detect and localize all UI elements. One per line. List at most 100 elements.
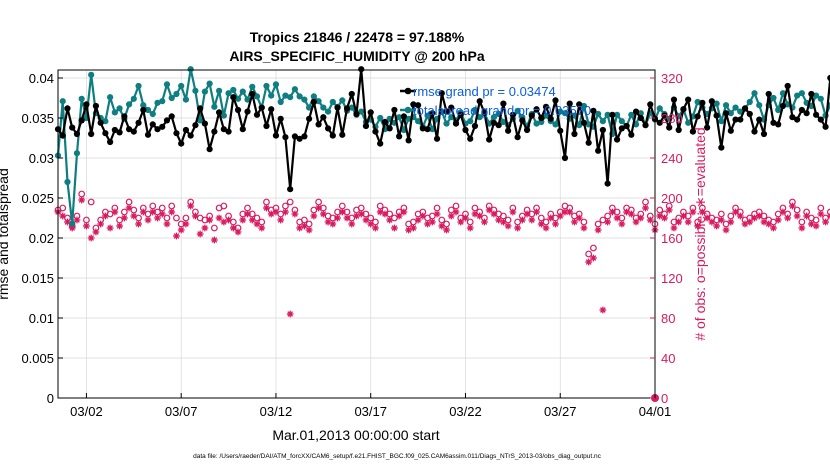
obs-evaluated-point [319, 210, 327, 218]
chart-title: Tropics 21846 / 22478 = 97.188% [250, 29, 465, 45]
rmse-point [661, 112, 668, 119]
totalspread-point [618, 118, 625, 125]
obs-possible-point [163, 214, 171, 222]
y2-axis-label: # of obs: o=possible; ∗=evaluated [692, 127, 708, 340]
obs-evaluated-point [523, 210, 531, 218]
obs-evaluated-point [367, 220, 375, 228]
rmse-point [381, 118, 389, 126]
x-tick-label: 03/22 [449, 404, 482, 419]
rmse-point [775, 121, 782, 128]
obs-possible-point [826, 208, 830, 216]
rmse-point [685, 96, 692, 103]
obs-evaluated-point [97, 220, 105, 228]
obs-evaluated-point [727, 218, 735, 226]
rmse-point [803, 110, 810, 117]
rmse-point [320, 114, 327, 121]
obs-evaluated-point [310, 212, 318, 220]
obs-evaluated-point [717, 216, 725, 224]
totalspread-point [253, 93, 261, 100]
obs-evaluated-point [466, 224, 474, 232]
obs-evaluated-point [789, 202, 796, 210]
obs-evaluated-point [755, 212, 763, 220]
rmse-point [339, 131, 346, 138]
rmse-point [822, 123, 829, 130]
rmse-point [746, 110, 753, 118]
obs-evaluated-point [708, 218, 716, 226]
rmse-point [107, 138, 114, 146]
obs-evaluated-point [395, 212, 403, 220]
obs-evaluated-point [130, 212, 138, 220]
totalspread-point [239, 88, 246, 95]
obs-evaluated-point [452, 208, 460, 216]
rmse-point [471, 122, 479, 130]
obs-evaluated-point [542, 224, 550, 232]
rmse-point [718, 144, 725, 151]
rmse-point [628, 131, 635, 138]
obs-evaluated-point [575, 214, 583, 222]
obs-evaluated-point [348, 220, 356, 228]
obs-evaluated-point [722, 226, 730, 234]
obs-evaluated-point [263, 204, 270, 212]
totalspread-point [339, 97, 346, 104]
obs-evaluated-point [428, 218, 436, 226]
legend: rmse grand pr = 0.03474 totalspread gran… [400, 84, 591, 118]
obs-evaluated-point [158, 210, 166, 218]
rmse-point [505, 127, 512, 134]
obs-evaluated-point [481, 218, 488, 226]
rmse-point [92, 102, 100, 110]
obs-evaluated-point [571, 218, 578, 226]
rmse-point [306, 115, 313, 122]
obs-evaluated-point [391, 224, 398, 232]
obs-evaluated-point [566, 208, 574, 216]
totalspread-point [168, 94, 175, 102]
totalspread-point [348, 104, 355, 111]
rmse-point [741, 105, 749, 112]
totalspread-point [377, 114, 384, 122]
obs-evaluated-point [594, 226, 602, 234]
rmse-point [296, 135, 303, 142]
rmse-point [552, 97, 559, 104]
obs-possible-point [471, 204, 479, 212]
obs-evaluated-point [381, 210, 389, 218]
totalspread-point [201, 88, 208, 95]
obs-evaluated-point [272, 208, 280, 216]
totalspread-point [751, 90, 758, 97]
rmse-point [88, 130, 95, 138]
rmse-point [400, 113, 407, 120]
rmse-point [751, 128, 758, 135]
obs-evaluated-point [812, 222, 820, 230]
totalspread-point [727, 110, 734, 117]
data-file-footnote: data file: /Users/raeder/DAI/ATM_forcXX/… [193, 453, 602, 460]
rmse-point [604, 180, 611, 187]
obs-evaluated-point [613, 214, 621, 222]
totalspread-point [746, 98, 753, 106]
y2-tick-label: 80 [661, 311, 675, 326]
totalspread-point [476, 114, 483, 121]
rmse-point [429, 110, 436, 117]
obs-evaluated-point [680, 212, 687, 220]
rmse-point [59, 132, 66, 139]
rmse-point [704, 124, 711, 131]
obs-possible-point [585, 250, 593, 258]
totalspread-point [817, 95, 824, 102]
obs-evaluated-point [556, 212, 564, 220]
rmse-point [192, 122, 199, 129]
totalspread-point [263, 82, 270, 90]
totalspread-point [467, 118, 474, 125]
rmse-point [680, 106, 687, 113]
totalspread-point [192, 87, 199, 94]
totalspread-point [69, 220, 76, 227]
totalspread-point [628, 111, 635, 118]
rmse-point [694, 113, 701, 120]
totalspread-point [234, 95, 242, 102]
rmse-point [301, 133, 308, 140]
rmse-point [547, 115, 554, 122]
totalspread-point [149, 110, 156, 118]
rmse-point [220, 126, 227, 133]
obs-evaluated-point [291, 210, 299, 218]
rmse-point [642, 122, 649, 129]
obs-possible-point [812, 216, 820, 224]
rmse-point [618, 125, 625, 132]
obs-evaluated-point [239, 216, 247, 224]
y-axis-label: rmse and totalspread [0, 168, 11, 300]
